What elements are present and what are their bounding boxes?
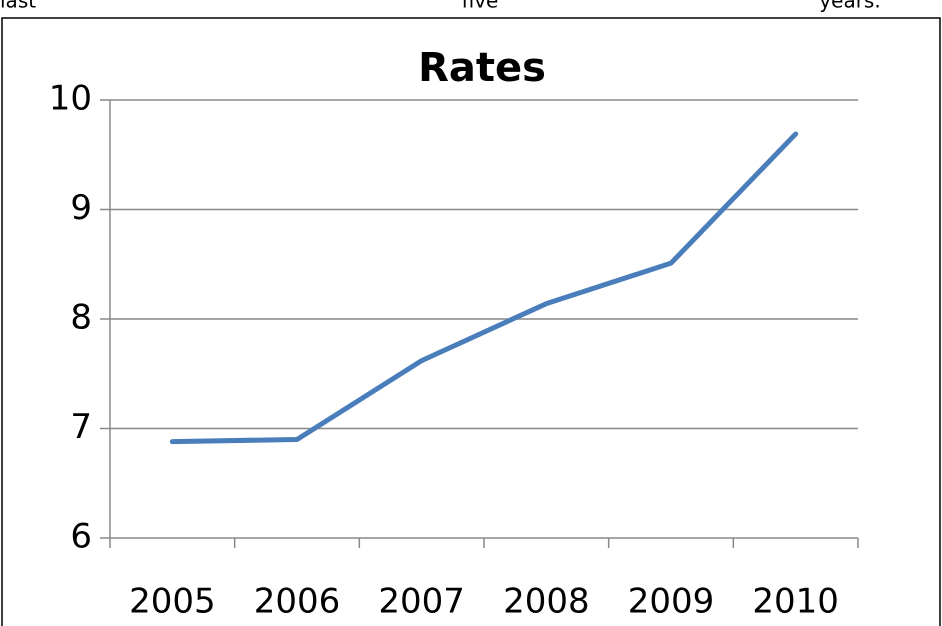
header-fragment: years. — [819, 0, 880, 13]
chart-title: Rates — [418, 45, 546, 91]
x-tick-label: 2009 — [628, 582, 715, 622]
x-tick-label: 2006 — [254, 582, 341, 622]
y-tick-label: 6 — [70, 517, 92, 557]
y-tick-label: 9 — [70, 188, 92, 228]
x-tick-label: 2005 — [129, 582, 216, 622]
x-tick-label: 2010 — [752, 582, 839, 622]
x-tick-label: 2007 — [378, 582, 465, 622]
data-line — [169, 131, 799, 445]
y-tick-label: 10 — [49, 79, 92, 119]
chart-frame — [1, 17, 941, 626]
x-tick-label: 2008 — [503, 582, 590, 622]
y-tick-label: 8 — [70, 298, 92, 338]
header-fragment: five — [462, 0, 499, 13]
header-fragment: last — [0, 0, 36, 13]
y-tick-label: 7 — [70, 407, 92, 447]
